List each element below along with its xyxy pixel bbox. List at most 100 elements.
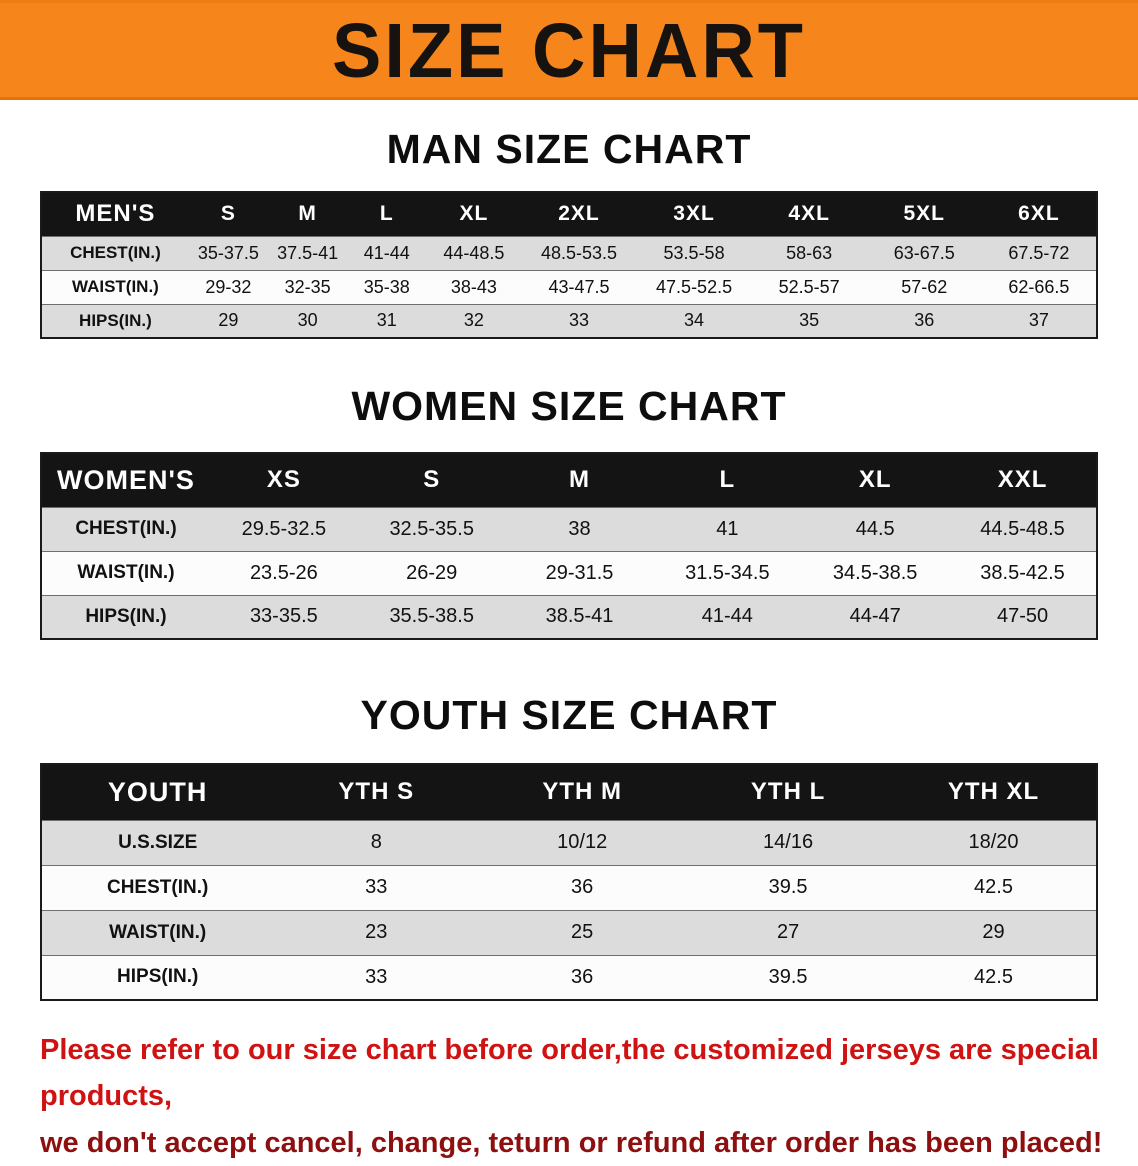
size-column-header: M xyxy=(505,452,654,508)
table-cell: 29 xyxy=(891,909,1097,956)
size-column-header: L xyxy=(347,191,427,237)
table-cell: 31.5-34.5 xyxy=(653,550,802,596)
size-column-header: 2XL xyxy=(521,191,637,237)
women-header-row: WOMEN'S XS S M L XL XXL xyxy=(41,452,1097,508)
table-row: U.S.SIZE 8 10/12 14/16 18/20 xyxy=(41,819,1097,866)
table-cell: 30 xyxy=(268,303,348,339)
table-cell: 44-48.5 xyxy=(426,235,522,271)
table-cell: 43-47.5 xyxy=(521,269,637,305)
size-column-header: XS xyxy=(209,452,358,508)
men-table-label: MEN'S xyxy=(41,191,189,237)
table-cell: 36 xyxy=(479,864,686,911)
youth-heading: YOUTH SIZE CHART xyxy=(360,692,778,738)
row-label: HIPS(IN.) xyxy=(41,594,210,640)
row-label: CHEST(IN.) xyxy=(41,506,210,552)
table-cell: 62-66.5 xyxy=(981,269,1097,305)
table-cell: 14/16 xyxy=(685,819,892,866)
table-cell: 33-35.5 xyxy=(209,594,358,640)
table-cell: 58-63 xyxy=(751,235,867,271)
size-column-header: S xyxy=(188,191,269,237)
size-column-header: YTH L xyxy=(685,763,892,821)
table-row: CHEST(IN.) 33 36 39.5 42.5 xyxy=(41,864,1097,911)
table-row: WAIST(IN.) 29-32 32-35 35-38 38-43 43-47… xyxy=(41,269,1097,305)
women-heading: WOMEN SIZE CHART xyxy=(351,383,787,429)
size-column-header: 3XL xyxy=(636,191,752,237)
men-header-row: MEN'S S M L XL 2XL 3XL 4XL 5XL 6XL xyxy=(41,191,1097,237)
table-cell: 34 xyxy=(636,303,752,339)
men-heading: MAN SIZE CHART xyxy=(386,126,752,172)
table-cell: 44.5 xyxy=(801,506,950,552)
size-column-header: M xyxy=(268,191,348,237)
size-column-header: XXL xyxy=(949,452,1097,508)
table-cell: 26-29 xyxy=(357,550,506,596)
table-cell: 29-31.5 xyxy=(505,550,654,596)
table-cell: 39.5 xyxy=(685,954,892,1001)
disclaimer: Please refer to our size chart before or… xyxy=(40,1027,1138,1166)
row-label: CHEST(IN.) xyxy=(41,864,274,911)
table-cell: 32 xyxy=(426,303,522,339)
table-cell: 29 xyxy=(188,303,269,339)
table-cell: 35 xyxy=(751,303,867,339)
disclaimer-line-2: we don't accept cancel, change, teturn o… xyxy=(40,1126,1103,1159)
women-table-label: WOMEN'S xyxy=(41,452,210,508)
table-cell: 29-32 xyxy=(188,269,269,305)
size-column-header: XL xyxy=(426,191,522,237)
row-label: HIPS(IN.) xyxy=(41,954,274,1001)
youth-section: YOUTH SIZE CHART YOUTH YTH S YTH M YTH L… xyxy=(0,692,1138,1001)
table-cell: 41-44 xyxy=(347,235,427,271)
size-column-header: 6XL xyxy=(981,191,1097,237)
table-row: CHEST(IN.) 29.5-32.5 32.5-35.5 38 41 44.… xyxy=(41,506,1097,552)
table-cell: 33 xyxy=(273,864,480,911)
table-row: HIPS(IN.) 33 36 39.5 42.5 xyxy=(41,954,1097,1001)
youth-header-row: YOUTH YTH S YTH M YTH L YTH XL xyxy=(41,763,1097,821)
table-cell: 42.5 xyxy=(891,864,1097,911)
table-cell: 32.5-35.5 xyxy=(357,506,506,552)
row-label: HIPS(IN.) xyxy=(41,303,189,339)
table-cell: 35-37.5 xyxy=(188,235,269,271)
size-column-header: 4XL xyxy=(751,191,867,237)
table-cell: 32-35 xyxy=(268,269,348,305)
table-cell: 29.5-32.5 xyxy=(209,506,358,552)
size-column-header: YTH S xyxy=(273,763,480,821)
table-row: HIPS(IN.) 33-35.5 35.5-38.5 38.5-41 41-4… xyxy=(41,594,1097,640)
table-cell: 39.5 xyxy=(685,864,892,911)
table-cell: 27 xyxy=(685,909,892,956)
men-section: MAN SIZE CHART MEN'S S M L XL 2XL 3XL 4X… xyxy=(0,126,1138,339)
table-row: WAIST(IN.) 23 25 27 29 xyxy=(41,909,1097,956)
table-row: WAIST(IN.) 23.5-26 26-29 29-31.5 31.5-34… xyxy=(41,550,1097,596)
table-cell: 38-43 xyxy=(426,269,522,305)
table-cell: 18/20 xyxy=(891,819,1097,866)
table-cell: 44-47 xyxy=(801,594,950,640)
women-section: WOMEN SIZE CHART WOMEN'S XS S M L XL XXL… xyxy=(0,383,1138,640)
table-cell: 42.5 xyxy=(891,954,1097,1001)
table-cell: 33 xyxy=(521,303,637,339)
banner: SIZE CHART xyxy=(0,0,1138,100)
table-cell: 38.5-42.5 xyxy=(949,550,1097,596)
table-cell: 25 xyxy=(479,909,686,956)
table-cell: 48.5-53.5 xyxy=(521,235,637,271)
women-size-table: WOMEN'S XS S M L XL XXL CHEST(IN.) 29.5-… xyxy=(40,452,1098,640)
row-label: WAIST(IN.) xyxy=(41,909,274,956)
table-row: HIPS(IN.) 29 30 31 32 33 34 35 36 37 xyxy=(41,303,1097,339)
row-label: WAIST(IN.) xyxy=(41,550,210,596)
size-column-header: YTH XL xyxy=(891,763,1097,821)
table-cell: 8 xyxy=(273,819,480,866)
size-column-header: S xyxy=(357,452,506,508)
table-cell: 41-44 xyxy=(653,594,802,640)
table-cell: 35-38 xyxy=(347,269,427,305)
table-cell: 23 xyxy=(273,909,480,956)
table-cell: 52.5-57 xyxy=(751,269,867,305)
table-cell: 38 xyxy=(505,506,654,552)
row-label: CHEST(IN.) xyxy=(41,235,189,271)
disclaimer-line-1: Please refer to our size chart before or… xyxy=(40,1034,1099,1113)
size-column-header: XL xyxy=(801,452,950,508)
table-cell: 34.5-38.5 xyxy=(801,550,950,596)
table-cell: 47.5-52.5 xyxy=(636,269,752,305)
table-cell: 23.5-26 xyxy=(209,550,358,596)
size-column-header: L xyxy=(653,452,802,508)
table-cell: 37 xyxy=(981,303,1097,339)
row-label: WAIST(IN.) xyxy=(41,269,189,305)
table-cell: 38.5-41 xyxy=(505,594,654,640)
row-label: U.S.SIZE xyxy=(41,819,274,866)
table-cell: 57-62 xyxy=(866,269,982,305)
